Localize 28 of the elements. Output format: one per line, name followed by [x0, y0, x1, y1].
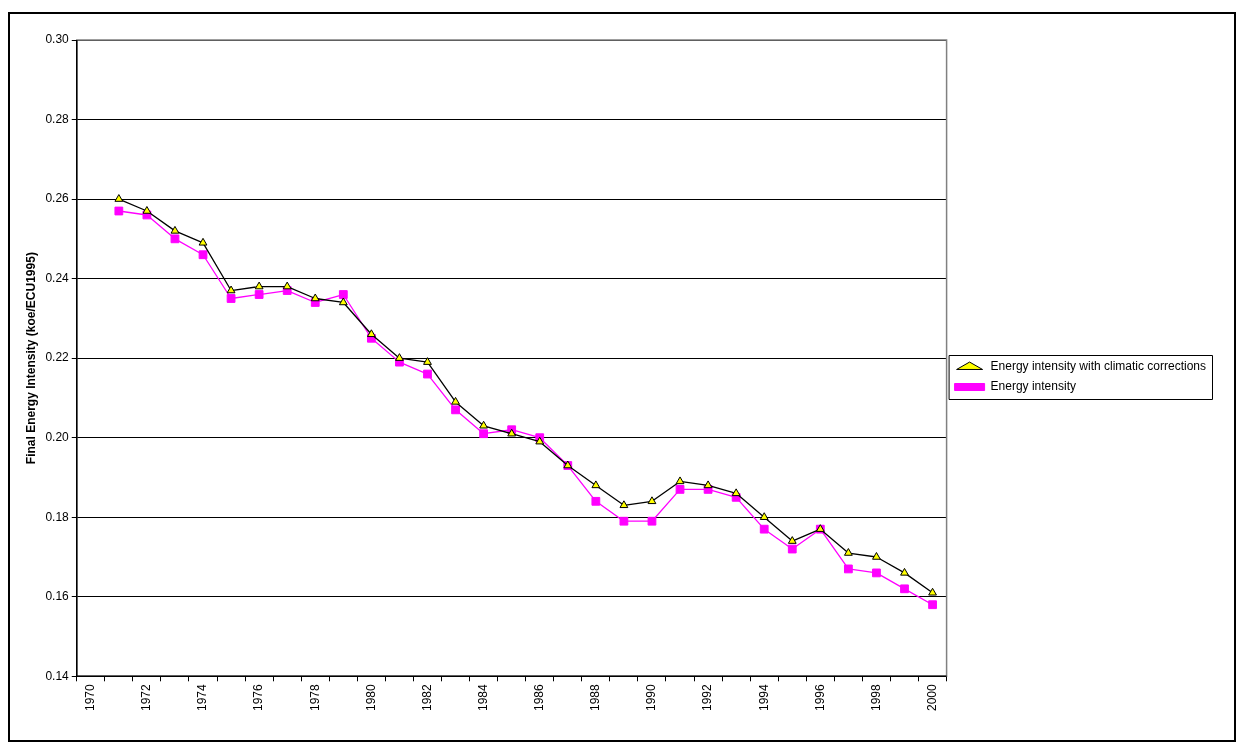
y-tick-label: 0.30	[45, 32, 70, 47]
x-tick-label: 1988	[588, 683, 603, 712]
x-tick-label: 2000	[924, 683, 939, 712]
x-tick-label: 1980	[363, 683, 378, 712]
x-tick-label: 1996	[812, 683, 827, 712]
x-tick-label: 1972	[139, 683, 154, 712]
y-tick-label: 0.20	[45, 430, 70, 444]
x-tick-label: 1976	[251, 683, 266, 712]
x-tick-label: 1982	[419, 683, 434, 712]
x-tick-label: 1970	[83, 683, 98, 712]
x-tick-label: 1984	[475, 683, 490, 712]
x-tick-label: 1978	[307, 683, 322, 712]
x-tick-label: 1998	[868, 683, 883, 712]
x-tick-label: 1974	[195, 683, 210, 712]
y-tick-label: 0.22	[45, 350, 70, 365]
y-tick-label: 0.16	[45, 589, 70, 604]
y-tick-label: 0.14	[45, 668, 70, 683]
x-tick-label: 1994	[756, 683, 771, 712]
x-tick-label: 1990	[644, 683, 659, 712]
y-tick-label: 0.28	[45, 111, 70, 126]
y-tick-label: 0.24	[45, 270, 70, 285]
y-tick-label: 0.18	[45, 509, 70, 524]
y-axis-title: Final Energy Intensity (koe/ECU1995)	[23, 252, 38, 465]
legend-label: Energy intensity with climatic corrections	[990, 359, 1207, 374]
x-tick-label: 1986	[532, 683, 547, 712]
legend-label: Energy intensity	[990, 379, 1076, 394]
y-tick-label: 0.26	[45, 191, 70, 206]
x-tick-label: 1992	[700, 683, 715, 712]
